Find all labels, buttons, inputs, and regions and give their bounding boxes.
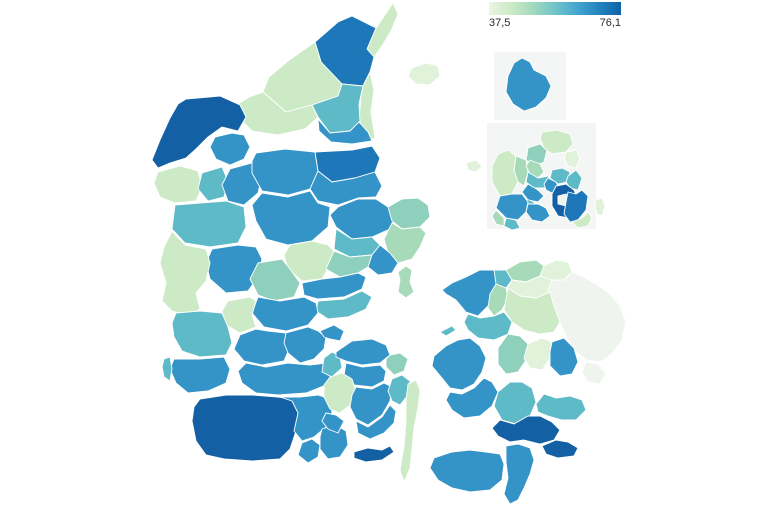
map-region-holstebro[interactable]	[171, 200, 247, 248]
map-region-varde[interactable]	[171, 310, 233, 358]
map-region-brondby-hvidovre-inset[interactable]	[525, 203, 551, 223]
map-region-struer[interactable]	[197, 166, 229, 202]
map-region-horsens[interactable]	[301, 272, 367, 300]
map-region-soro[interactable]	[497, 333, 529, 375]
map-region-slagelse[interactable]	[445, 377, 499, 419]
map-region-samso[interactable]	[397, 265, 415, 299]
map-region-hedensted[interactable]	[315, 290, 373, 320]
map-region-jammerbugt[interactable]	[236, 91, 319, 136]
map-region-ikast-brande[interactable]	[249, 258, 301, 302]
map-region-kerteminde[interactable]	[385, 352, 409, 376]
map-region-lemvig[interactable]	[153, 165, 203, 204]
map-region-holbaek[interactable]	[463, 311, 513, 341]
map-region-norddjurs[interactable]	[387, 197, 431, 230]
map-region-ringsted[interactable]	[523, 337, 553, 371]
map-region-vejle[interactable]	[251, 296, 319, 332]
map-region-greve-inset[interactable]	[491, 209, 505, 227]
bornholm-inset	[494, 52, 566, 120]
map-region-fano[interactable]	[161, 356, 173, 382]
map-region-sejero[interactable]	[439, 325, 457, 337]
copenhagen-inset	[487, 123, 606, 231]
map-region-vejen[interactable]	[233, 328, 291, 366]
legend-min-label: 37,5	[489, 17, 510, 29]
map-region-esbjerg[interactable]	[169, 356, 231, 394]
map-region-bronderslev[interactable]	[311, 83, 364, 134]
map-region-stevns-faxe[interactable]	[535, 393, 587, 421]
map-region-vesthimmerland[interactable]	[251, 148, 319, 196]
map-region-morso[interactable]	[209, 132, 251, 166]
map-region-langeland[interactable]	[399, 379, 421, 483]
map-region-amager-inset[interactable]	[563, 189, 589, 223]
map-region-rebild-mariagerfjord[interactable]	[309, 170, 383, 206]
map-region-dragor-inset[interactable]	[571, 211, 593, 229]
map-region-nyborg[interactable]	[387, 374, 411, 406]
legend-max-label: 76,1	[600, 17, 621, 29]
map-region-anholt[interactable]	[465, 159, 483, 173]
main-map-regions	[151, 2, 627, 505]
map-region-gentofte-inset[interactable]	[565, 169, 583, 191]
map-region-fredericia[interactable]	[319, 324, 345, 342]
inset-maps	[487, 52, 606, 231]
map-region-kalundborg[interactable]	[431, 337, 487, 391]
map-region-faaborg-west[interactable]	[321, 412, 345, 434]
map-region-aero[interactable]	[353, 445, 395, 463]
map-region-kolding[interactable]	[283, 326, 327, 364]
map-region-skanderborg[interactable]	[325, 250, 373, 278]
map-region-aalborg-north[interactable]	[317, 118, 373, 145]
map-region-middelfart[interactable]	[321, 351, 343, 378]
map-region-frederikssund-inset[interactable]	[491, 149, 519, 197]
map-region-frederikssund[interactable]	[487, 283, 509, 317]
map-region-assens[interactable]	[323, 372, 357, 414]
map-region-sonderborg[interactable]	[297, 438, 321, 464]
color-scale-legend: 37,5 76,1	[489, 2, 621, 29]
map-region-halsnaes[interactable]	[493, 269, 513, 289]
legend-gradient-bar	[489, 2, 621, 15]
map-region-viborg[interactable]	[251, 190, 331, 246]
map-region-aabenraa[interactable]	[279, 394, 333, 442]
map-region-falster[interactable]	[503, 443, 535, 505]
map-region-horsholm-inset[interactable]	[563, 149, 581, 169]
map-region-mon[interactable]	[541, 439, 579, 459]
map-region-thisted[interactable]	[151, 95, 247, 169]
map-region-syddjurs[interactable]	[383, 222, 427, 264]
map-region-amager-pale[interactable]	[581, 361, 607, 385]
map-region-lolland[interactable]	[429, 449, 505, 493]
map-region-haderslev[interactable]	[237, 362, 333, 396]
map-region-bornholm[interactable]	[505, 57, 552, 112]
map-region-koge[interactable]	[549, 337, 579, 377]
map-region-silkeborg[interactable]	[283, 240, 335, 282]
map-region-naestved[interactable]	[493, 381, 537, 425]
map-region-laeso[interactable]	[407, 62, 441, 86]
map-region-tonder[interactable]	[191, 394, 301, 462]
map-region-vordingborg[interactable]	[491, 415, 561, 445]
map-region-saltholm-inset[interactable]	[594, 197, 606, 217]
map-region-svendborg[interactable]	[355, 404, 397, 440]
map-region-nordfyns[interactable]	[335, 338, 391, 366]
map-region-ballerup-inset[interactable]	[521, 183, 545, 203]
map-region-faaborg-midtfyn[interactable]	[349, 382, 393, 426]
